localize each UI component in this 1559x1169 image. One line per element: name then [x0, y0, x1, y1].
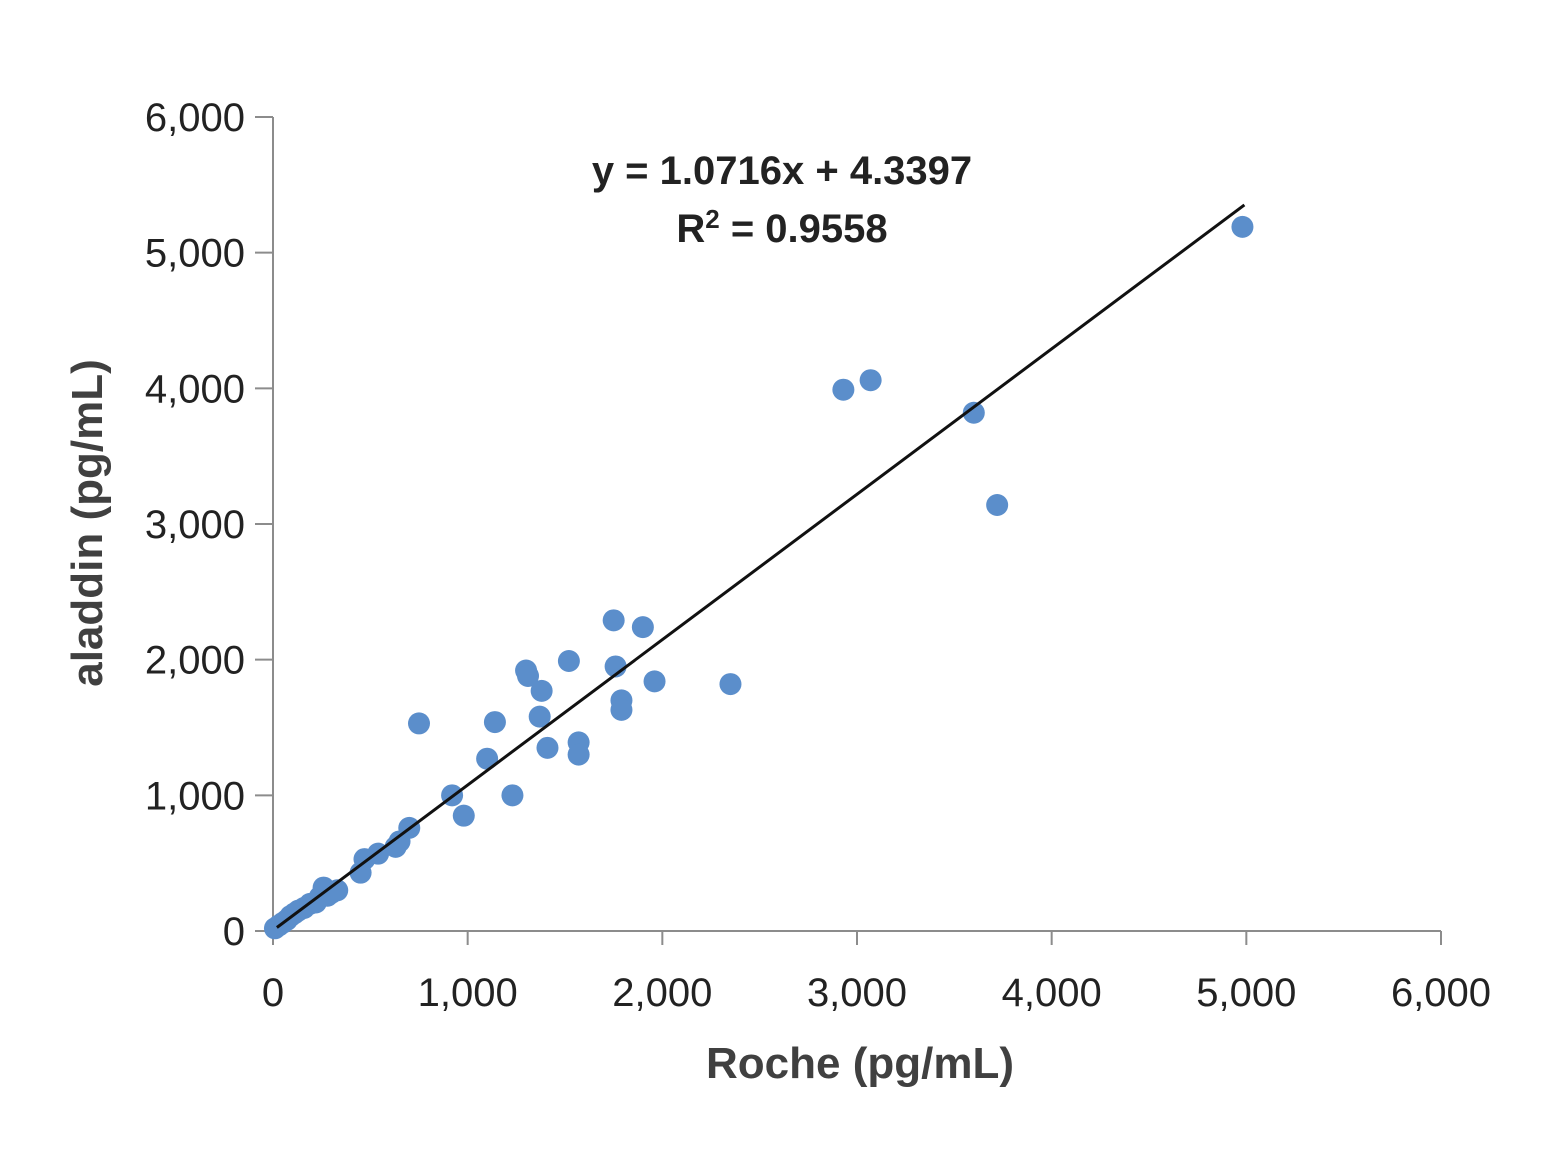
- r-squared-prefix: R: [676, 207, 705, 251]
- r-squared-annotation: R2 = 0.9558: [676, 204, 887, 251]
- data-point: [719, 673, 742, 696]
- x-tick-label: 5,000: [1196, 971, 1296, 1015]
- data-point: [962, 401, 985, 424]
- data-point: [643, 670, 666, 693]
- x-tick-label: 0: [262, 971, 284, 1015]
- y-tick-label: 4,000: [145, 367, 245, 411]
- x-tick-label: 1,000: [418, 971, 518, 1015]
- data-point: [476, 747, 499, 770]
- data-point: [501, 784, 524, 807]
- data-point: [602, 609, 625, 632]
- x-axis-title: Roche (pg/mL): [706, 1039, 1014, 1088]
- x-tick-label: 4,000: [1002, 971, 1102, 1015]
- data-point: [567, 743, 590, 766]
- r-squared-value: = 0.9558: [720, 207, 888, 251]
- data-point: [452, 804, 475, 827]
- data-point: [408, 712, 430, 735]
- data-point: [1231, 215, 1254, 238]
- trendline: [275, 203, 1246, 929]
- x-axis-ticks: 0 1,000 2,000 3,000 4,000 5,000 6,000: [262, 931, 1491, 1015]
- y-tick-label: 6,000: [145, 96, 245, 140]
- data-point: [986, 494, 1009, 517]
- y-tick-label: 3,000: [145, 503, 245, 547]
- data-point: [530, 679, 553, 702]
- data-point: [528, 705, 551, 728]
- y-tick-label: 1,000: [145, 774, 245, 818]
- x-tick-label: 3,000: [807, 971, 907, 1015]
- data-point: [483, 711, 506, 734]
- data-point: [557, 650, 580, 673]
- data-point: [832, 378, 855, 401]
- y-axis-title: aladdin (pg/mL): [63, 359, 112, 687]
- data-point: [517, 664, 540, 687]
- data-point: [631, 616, 654, 639]
- data-point: [610, 698, 633, 721]
- y-axis-ticks: 0 1,000 2,000 3,000 4,000 5,000 6,000: [145, 96, 273, 954]
- data-point: [536, 736, 559, 759]
- r-squared-superscript: 2: [705, 204, 719, 234]
- y-tick-label: 0: [223, 910, 245, 954]
- y-tick-label: 5,000: [145, 232, 245, 276]
- data-point: [859, 369, 882, 392]
- y-tick-label: 2,000: [145, 639, 245, 683]
- x-tick-label: 2,000: [612, 971, 712, 1015]
- x-tick-label: 6,000: [1391, 971, 1491, 1015]
- equation-annotation: y = 1.0716x + 4.3397: [592, 149, 972, 193]
